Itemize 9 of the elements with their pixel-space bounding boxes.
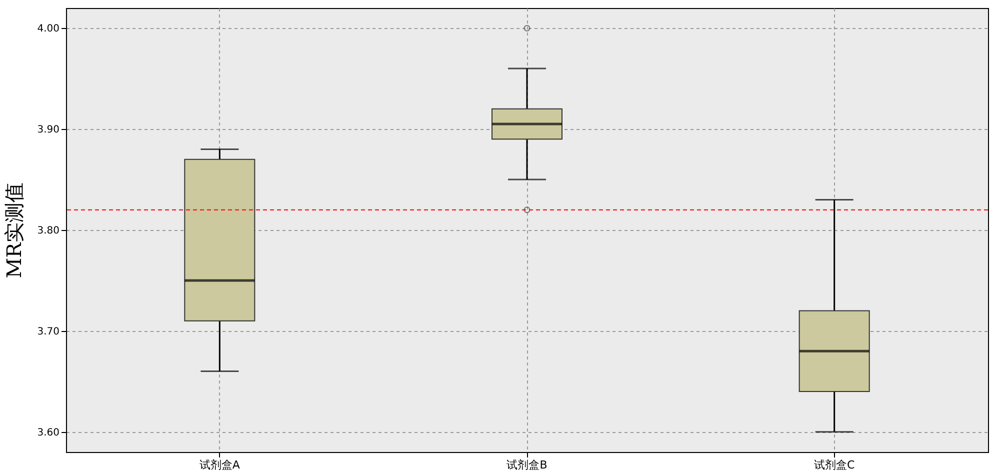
x-tick-label: 试剂盒C	[814, 458, 855, 472]
y-tick-label: 3.70	[37, 326, 60, 338]
x-tick-label: 试剂盒B	[506, 458, 548, 472]
y-tick-label: 3.60	[37, 427, 60, 438]
y-tick-label: 3.80	[37, 226, 60, 236]
x-tick-label: 试剂盒A	[199, 458, 240, 472]
y-axis-title: MR实测值	[2, 182, 26, 278]
y-tick-label: 3.90	[37, 124, 60, 136]
y-tick-label: 4.00	[37, 24, 60, 35]
